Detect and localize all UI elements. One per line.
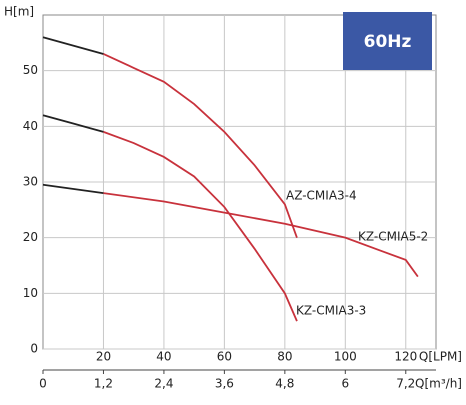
x-axis-label: Q[LPM] xyxy=(419,350,462,364)
y-tick-label: 30 xyxy=(23,175,38,189)
x2-tick-label: 7,2 xyxy=(396,377,415,391)
x-tick-label: 40 xyxy=(156,350,171,364)
curve-start xyxy=(42,36,104,55)
y-tick-label: 10 xyxy=(23,286,38,300)
curve xyxy=(103,131,298,322)
y-tick-label: 40 xyxy=(23,119,38,133)
y-tick-label: 0 xyxy=(30,342,38,356)
x-tick-label: 120 xyxy=(394,350,417,364)
series-label: KZ-CMIA5-2 xyxy=(358,230,428,244)
y-axis-label: H[m] xyxy=(4,5,34,19)
x2-tick-label: 6 xyxy=(341,377,349,391)
x2-tick-label: 2,4 xyxy=(154,377,173,391)
x-tick-label: 100 xyxy=(334,350,357,364)
x2-axis-label: Q[m³/h] xyxy=(415,377,462,391)
x-tick-label: 60 xyxy=(217,350,232,364)
curve-start xyxy=(42,114,104,133)
series-label: KZ-CMIA3-3 xyxy=(296,304,366,318)
curve xyxy=(103,53,298,238)
y-tick-label: 50 xyxy=(23,63,38,77)
curve-start xyxy=(42,183,104,195)
x2-tick-label: 3,6 xyxy=(215,377,234,391)
x-tick-label: 20 xyxy=(96,350,111,364)
curve xyxy=(103,192,419,278)
series-label: AZ-CMIA3-4 xyxy=(286,189,357,203)
x2-tick-label: 1,2 xyxy=(94,377,113,391)
badge-text: 60Hz xyxy=(364,32,412,52)
x-tick-label: 80 xyxy=(277,350,292,364)
badge xyxy=(343,12,432,70)
x2-tick-label: 0 xyxy=(39,377,47,391)
x2-tick-label: 4,8 xyxy=(275,377,294,391)
y-tick-label: 20 xyxy=(23,230,38,244)
